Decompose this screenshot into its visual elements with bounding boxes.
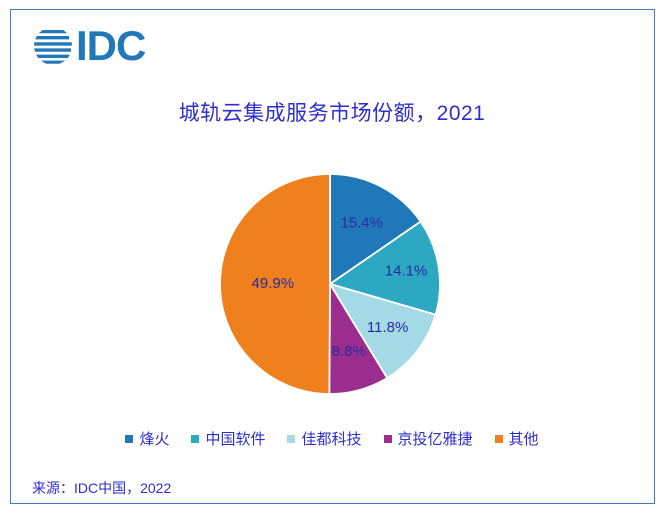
legend-swatch-icon: [191, 434, 200, 443]
pie-slice[interactable]: [329, 173, 422, 285]
legend-label: 中国软件: [205, 431, 266, 448]
legend-label: 佳都科技: [301, 431, 362, 448]
pie-label-group: 15.4% 14.1% 11.8%8.8% 49.9%: [252, 215, 428, 360]
legend-item[interactable]: 烽火: [125, 428, 169, 449]
legend-item[interactable]: 其他: [494, 428, 539, 449]
pie-slice-group: [219, 173, 441, 395]
pie-slice-label: 8.8%: [332, 343, 366, 360]
pie-chart-svg: 15.4% 14.1% 11.8%8.8% 49.9%: [219, 173, 441, 395]
legend-item[interactable]: 京投亿雅捷: [383, 428, 473, 449]
source-note: 来源：IDC中国，2022: [32, 480, 172, 496]
legend-swatch-icon: [383, 434, 392, 443]
chart-legend: 烽火 中国软件 佳都科技 京投亿雅捷 其他: [0, 428, 664, 449]
pie-slice[interactable]: [329, 283, 437, 379]
logo-wordmark: IDC: [76, 22, 146, 69]
legend-swatch-icon: [125, 434, 134, 443]
pie-chart: 15.4% 14.1% 11.8% 8.8% 49.9%: [0, 150, 664, 415]
legend-label: 烽火: [139, 431, 170, 448]
globe-icon: [34, 30, 72, 64]
legend-swatch-icon: [494, 434, 503, 443]
pie-slice-label: 15.4%: [340, 215, 383, 232]
pie-slice-label: 14.1%: [385, 263, 428, 280]
legend-swatch-icon: [287, 434, 296, 443]
legend-item[interactable]: 佳都科技: [287, 428, 362, 449]
legend-label: 其他: [508, 431, 539, 448]
chart-title: 城轨云集成服务市场份额，2021: [178, 102, 486, 125]
legend-label: 京投亿雅捷: [397, 431, 473, 448]
pie-slice-label: 49.9%: [252, 275, 295, 292]
idc-logo: IDC: [31, 22, 146, 69]
pie-slice-label: 11.8%: [367, 319, 408, 336]
legend-item[interactable]: 中国软件: [191, 428, 265, 449]
pie-slice[interactable]: [219, 173, 331, 395]
